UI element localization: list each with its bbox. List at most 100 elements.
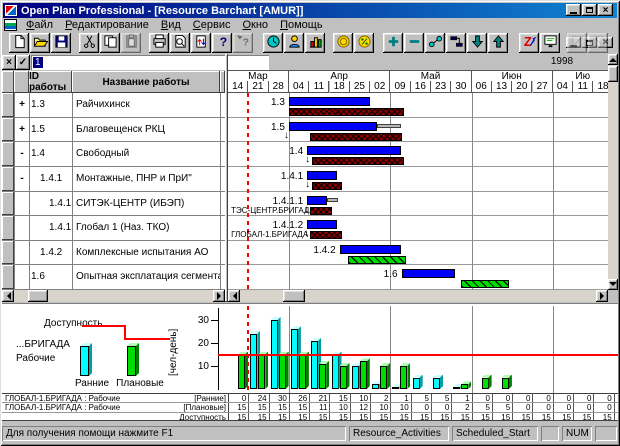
edit-input[interactable]: 1 — [31, 55, 269, 70]
print-button[interactable] — [149, 33, 169, 53]
link-button[interactable] — [425, 33, 445, 53]
menu-item-1[interactable]: Файл — [26, 18, 54, 31]
table-row[interactable]: 1.6 Опытная эксплатация сегмента — [2, 265, 225, 290]
copy-button[interactable] — [100, 33, 120, 53]
save-button[interactable] — [51, 33, 71, 53]
table-row[interactable]: -1.4 Свободный — [2, 142, 225, 167]
child-minimize-button[interactable] — [566, 37, 581, 48]
panel-splitter[interactable] — [225, 54, 228, 302]
table-row[interactable]: - 1.4.1 Монтажные, ПНР и ПрИ" — [2, 166, 225, 192]
activity-id-cell[interactable]: 1.4.2 — [40, 246, 63, 258]
restore-button[interactable] — [582, 4, 597, 16]
row-selector[interactable] — [2, 240, 14, 265]
add-button[interactable] — [383, 33, 403, 53]
activity-name-cell[interactable]: Монтажные, ПНР и ПрИ" — [76, 172, 192, 184]
table-hscroll-right-button[interactable] — [213, 290, 225, 302]
barchart-button[interactable] — [305, 33, 325, 53]
move-down-button[interactable] — [467, 33, 487, 53]
activity-id-cell[interactable]: 1.3 — [31, 99, 45, 110]
minimize-button[interactable] — [566, 4, 581, 16]
chart-hscrollbar[interactable] — [228, 290, 608, 302]
activity-id-cell[interactable]: 1.4.1 — [49, 222, 72, 234]
clock-button[interactable] — [263, 33, 283, 53]
vscroll-down-button[interactable] — [608, 279, 618, 290]
gantt-early-bar[interactable] — [307, 220, 337, 230]
activity-name-cell[interactable]: Комплексные испытания АО — [76, 246, 209, 258]
gantt-remaining-bar[interactable] — [327, 197, 338, 202]
expand-toggle[interactable] — [15, 216, 29, 240]
preview-button[interactable] — [170, 33, 190, 53]
gantt-baseline-bar[interactable] — [312, 157, 404, 166]
chart-vscrollbar[interactable] — [608, 54, 618, 290]
document-icon[interactable] — [4, 19, 17, 31]
table-hscrollbar[interactable] — [2, 290, 225, 302]
edit-cancel-button[interactable]: × — [2, 55, 16, 70]
gantt-early-bar[interactable] — [307, 170, 337, 180]
activity-name-cell[interactable]: Райчихинск — [76, 99, 130, 110]
gantt-early-bar[interactable] — [307, 146, 401, 156]
table-row[interactable]: +1.5 Благовещенск РКЦ — [2, 117, 225, 143]
row-selector[interactable] — [2, 117, 14, 142]
row-selector[interactable] — [2, 142, 14, 166]
cut-button[interactable] — [79, 33, 99, 53]
gantt-early-bar[interactable] — [307, 195, 328, 205]
move-up-button[interactable] — [488, 33, 508, 53]
resources-button[interactable] — [284, 33, 304, 53]
gantt-early-bar[interactable] — [401, 269, 456, 279]
menu-item-3[interactable]: Вид — [160, 18, 181, 31]
row-selector[interactable] — [2, 191, 14, 216]
gantt-baseline-bar[interactable] — [310, 206, 332, 215]
gantt-baseline-bar[interactable] — [288, 108, 404, 116]
table-hscroll-left-button[interactable] — [2, 290, 14, 302]
expand-toggle[interactable] — [15, 192, 29, 216]
activity-id-cell[interactable]: 1.4.1 — [49, 197, 72, 209]
chart-hscroll-right-button[interactable] — [596, 290, 608, 302]
menu-item-4[interactable]: Сервис — [192, 18, 231, 31]
child-restore-button[interactable] — [582, 37, 597, 48]
view-button[interactable] — [540, 33, 560, 53]
gantt-baseline-bar[interactable] — [310, 231, 342, 240]
percent-button[interactable] — [354, 33, 374, 53]
chart-hscroll-left-button[interactable] — [228, 290, 240, 302]
expand-toggle[interactable]: + — [19, 99, 25, 110]
gantt-remaining-bar[interactable] — [377, 123, 401, 128]
expand-toggle[interactable]: - — [20, 148, 24, 160]
activity-name-cell[interactable]: СИТЭК-ЦЕНТР (ИБЭП) — [76, 197, 185, 209]
menu-item-2[interactable]: Редактирование — [65, 18, 149, 31]
gantt-baseline-bar[interactable] — [310, 132, 402, 141]
activity-name-cell[interactable]: Свободный — [76, 148, 130, 160]
gantt-early-bar[interactable] — [288, 121, 378, 131]
activity-name-cell[interactable]: Опытная эксплатация сегмента — [76, 271, 220, 283]
table-row[interactable]: +1.3 Райчихинск — [2, 93, 225, 118]
menu-item-5[interactable]: Окно — [242, 18, 269, 31]
vscroll-up-button[interactable] — [608, 54, 618, 65]
vscroll-thumb[interactable] — [608, 66, 618, 82]
app-icon[interactable] — [5, 5, 17, 16]
table-hscroll-thumb[interactable] — [28, 290, 48, 302]
child-close-button[interactable]: × — [598, 37, 613, 48]
gantt-early-bar[interactable] — [339, 244, 401, 254]
row-selector[interactable] — [2, 216, 14, 240]
table-row[interactable]: 1.4.1 СИТЭК-ЦЕНТР (ИБЭП) — [2, 191, 225, 217]
cost-button[interactable] — [333, 33, 353, 53]
row-selector[interactable] — [2, 265, 14, 289]
edit-accept-button[interactable]: ✓ — [16, 55, 30, 70]
table-row[interactable]: 1.4.1 Глобал 1 (Наз. ТКО) — [2, 216, 225, 241]
activity-id-cell[interactable]: 1.5 — [31, 123, 45, 135]
zoom-z-button[interactable]: Z — [519, 33, 539, 53]
close-button[interactable]: × — [598, 4, 613, 16]
relation-button[interactable] — [446, 33, 466, 53]
expand-toggle[interactable] — [15, 241, 29, 265]
open-button[interactable] — [30, 33, 50, 53]
row-selector[interactable] — [2, 166, 14, 191]
menu-item-6[interactable]: Помощь — [280, 18, 323, 31]
activity-name-cell[interactable]: Благовещенск РКЦ — [76, 123, 165, 135]
gantt-early-bar[interactable] — [288, 97, 371, 106]
chart-hscroll-thumb[interactable] — [283, 290, 305, 302]
expand-toggle[interactable]: + — [19, 123, 25, 135]
help-button[interactable]: ? — [212, 33, 232, 53]
title-bar[interactable]: Open Plan Professional - [Resource Barch… — [3, 3, 617, 18]
expand-toggle[interactable]: - — [20, 172, 24, 184]
gantt-baseline-bar[interactable] — [461, 280, 510, 289]
activity-id-cell[interactable]: 1.4 — [31, 148, 45, 160]
